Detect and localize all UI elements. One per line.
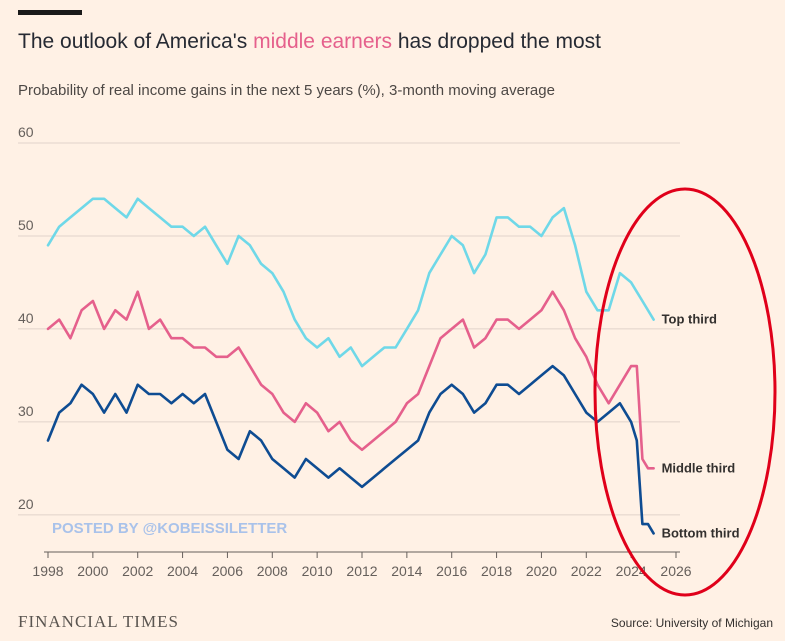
x-tick-label: 2000 xyxy=(77,563,108,579)
bottom-third-label: Bottom third xyxy=(662,525,740,540)
x-tick-label: 2014 xyxy=(391,563,422,579)
x-axis: 1998 2000 2002 2004 2006 2008 2010 2012 2014 2016… xyxy=(32,551,692,579)
x-tick-label: 2026 xyxy=(660,563,691,579)
x-tick-label: 2004 xyxy=(167,563,198,579)
top-third-label: Top third xyxy=(662,312,717,327)
middle-third-line xyxy=(46,290,655,470)
series-labels: Top third Middle third Bottom third xyxy=(662,312,740,541)
top-third-line xyxy=(46,197,655,368)
bottom-third-line xyxy=(46,364,655,535)
x-tick-label: 2010 xyxy=(302,563,333,579)
x-tick-label: 2002 xyxy=(122,563,153,579)
y-tick-label: 60 xyxy=(18,124,34,140)
annotation-ellipse xyxy=(593,187,777,597)
ft-header-bar xyxy=(18,10,82,15)
x-tick-label: 2006 xyxy=(212,563,243,579)
series-lines xyxy=(46,197,655,535)
y-axis-ticks: 20 30 40 50 60 xyxy=(18,124,34,512)
y-tick-label: 50 xyxy=(18,217,34,233)
x-tick-label: 2018 xyxy=(481,563,512,579)
source-note: Source: University of Michigan xyxy=(610,616,773,630)
x-tick-label: 2012 xyxy=(346,563,377,579)
chart-title: The outlook of America's middle earners … xyxy=(18,30,601,53)
middle-third-label: Middle third xyxy=(662,460,736,475)
title-highlight: middle earners xyxy=(253,30,393,53)
y-tick-label: 20 xyxy=(18,496,34,512)
watermark: POSTED BY @KOBEISSILETTER xyxy=(52,520,287,537)
x-tick-label: 1998 xyxy=(32,563,63,579)
ft-logo: FINANCIAL TIMES xyxy=(18,612,179,631)
x-tick-label: 2008 xyxy=(257,563,288,579)
chart-subtitle: Probability of real income gains in the … xyxy=(18,82,555,99)
grid-lines xyxy=(18,142,680,516)
y-tick-label: 40 xyxy=(18,310,34,326)
y-tick-label: 30 xyxy=(18,403,34,419)
x-tick-label: 2020 xyxy=(526,563,557,579)
x-tick-label: 2022 xyxy=(571,563,602,579)
x-tick-label: 2016 xyxy=(436,563,467,579)
